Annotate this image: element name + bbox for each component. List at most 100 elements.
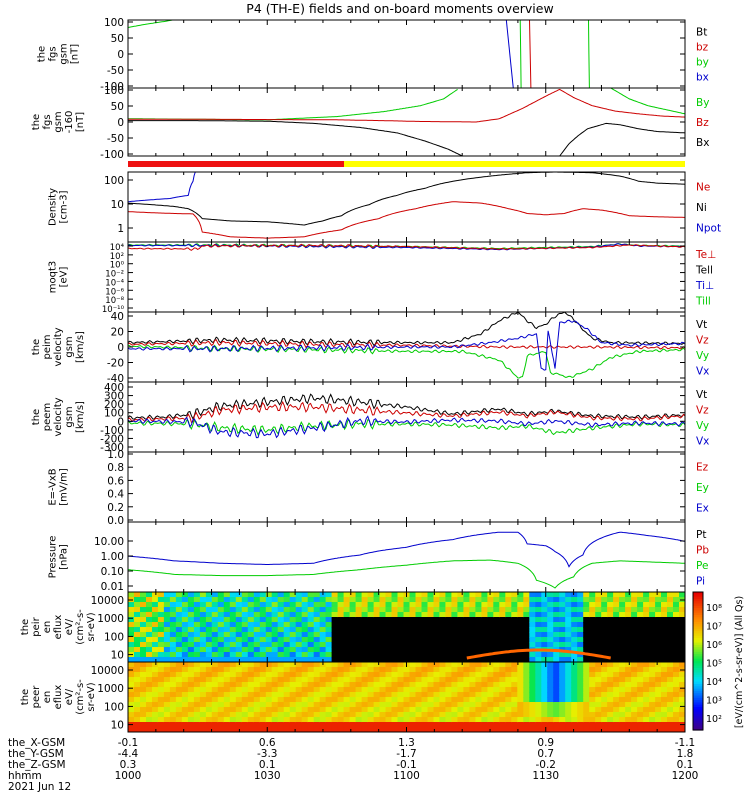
heatmap-cell (625, 687, 632, 693)
heatmap-cell (134, 692, 141, 698)
heatmap-cell (313, 697, 321, 703)
heatmap-cell (439, 592, 446, 598)
heatmap-cell (128, 697, 135, 703)
heatmap-cell (607, 602, 614, 608)
heatmap-cell (211, 712, 219, 718)
heatmap-cell (157, 672, 165, 678)
heatmap-cell (517, 612, 524, 618)
heatmap-cell (445, 717, 452, 723)
heatmap-cell (223, 687, 231, 693)
heatmap-cell (679, 607, 685, 613)
heatmap-cell (595, 687, 602, 693)
heatmap-cell (146, 672, 153, 678)
heatmap-cell (553, 717, 560, 723)
heatmap-cell (433, 727, 441, 732)
heatmap-cell (535, 637, 542, 643)
heatmap-cell (205, 627, 213, 633)
heatmap-cell (451, 652, 458, 658)
heatmap-cell (379, 727, 387, 732)
legend-item: Bx (696, 137, 709, 149)
heatmap-cell (421, 712, 429, 718)
heatmap-cell (631, 712, 638, 718)
legend-item: Vy (696, 420, 709, 432)
footer-value-hhmm: 1000 (115, 770, 142, 782)
heatmap-cell (559, 642, 566, 648)
heatmap-cell (553, 687, 560, 693)
colorbar-step (693, 679, 703, 683)
heatmap-cell (247, 617, 255, 623)
heatmap-cell (355, 597, 363, 603)
heatmap-cell (140, 617, 147, 623)
heatmap-cell (451, 637, 458, 643)
heatmap-cell (223, 707, 231, 713)
heatmap-cell (373, 622, 381, 628)
heatmap-cell (667, 612, 674, 618)
heatmap-cell (235, 637, 243, 643)
heatmap-cell (649, 652, 656, 658)
heatmap-cell (619, 672, 626, 678)
heatmap-cell (313, 647, 321, 653)
heatmap-cell (223, 667, 231, 673)
heatmap-cell (265, 722, 273, 728)
heatmap-cell (451, 622, 458, 628)
heatmap-cell (367, 597, 375, 603)
heatmap-cell (451, 727, 458, 732)
heatmap-cell (445, 712, 452, 718)
heatmap-cell (601, 652, 608, 658)
heatmap-cell (325, 702, 333, 708)
heatmap-cell (499, 727, 506, 732)
heatmap-cell (241, 657, 249, 662)
heatmap-cell (277, 667, 285, 673)
heatmap-cell (134, 677, 141, 683)
heatmap-cell (439, 682, 446, 688)
heatmap-cell (403, 672, 411, 678)
heatmap-cell (187, 667, 195, 673)
heatmap-cell (613, 592, 620, 598)
heatmap-cell (571, 667, 578, 673)
y-tick-label: 100 (104, 85, 124, 97)
heatmap-cell (463, 712, 470, 718)
heatmap-cell (637, 687, 644, 693)
heatmap-cell (655, 717, 662, 723)
heatmap-cell (655, 612, 662, 618)
heatmap-cell (229, 597, 237, 603)
heatmap-cell (391, 652, 399, 658)
heatmap-cell (241, 687, 249, 693)
heatmap-cell (643, 657, 650, 662)
heatmap-cell (463, 612, 470, 618)
heatmap-cell (415, 632, 423, 638)
legend-item: Npot (696, 223, 721, 235)
heatmap-cell (553, 662, 560, 668)
heatmap-cell (253, 592, 261, 598)
heatmap-cell (379, 702, 387, 708)
heatmap-cell (649, 642, 656, 648)
heatmap-cell (589, 662, 596, 668)
heatmap-cell (535, 652, 542, 658)
heatmap-cell (355, 612, 363, 618)
heatmap-cell (140, 622, 147, 628)
heatmap-cell (175, 627, 183, 633)
heatmap-cell (301, 667, 309, 673)
heatmap-cell (241, 672, 249, 678)
y-tick-label: 0.2 (107, 502, 124, 514)
series-group (128, 312, 685, 379)
heatmap-cell (319, 697, 327, 703)
heatmap-cell (247, 687, 255, 693)
heatmap-cell (547, 727, 554, 732)
heatmap-cell (421, 702, 429, 708)
heatmap-cell (373, 682, 381, 688)
heatmap-cell (601, 697, 608, 703)
heatmap-cell (265, 637, 273, 643)
heatmap-cell (247, 697, 255, 703)
heatmap-cell (241, 617, 249, 623)
heatmap-cell (307, 622, 315, 628)
heatmap-cell (619, 667, 626, 673)
y-axis-label: gsm (53, 111, 64, 132)
heatmap-cell (229, 707, 237, 713)
heatmap-cell (319, 707, 327, 713)
heatmap-cell (565, 722, 572, 728)
heatmap-cell (241, 667, 249, 673)
heatmap-cell (439, 642, 446, 648)
heatmap-cell (193, 612, 201, 618)
heatmap-cell (643, 727, 650, 732)
